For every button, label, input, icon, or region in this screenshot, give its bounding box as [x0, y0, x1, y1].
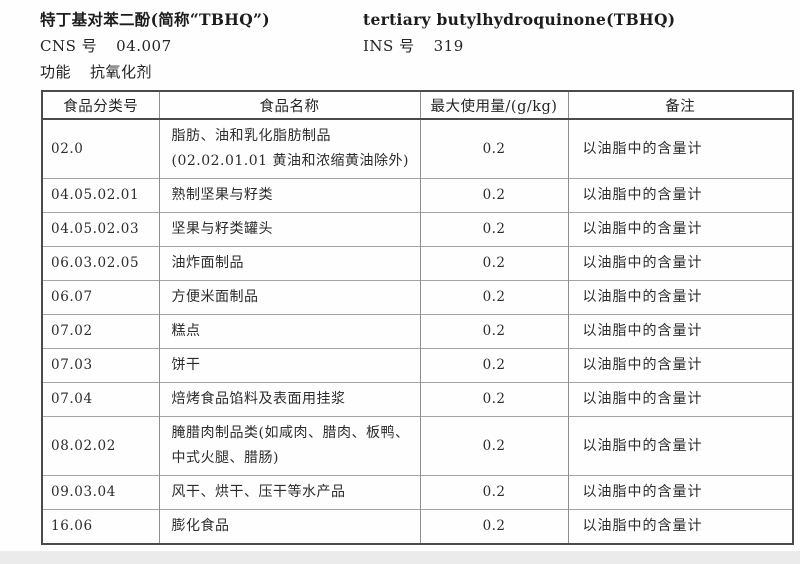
table-header: 食品分类号 食品名称 最大使用量/(g/kg) 备注	[41, 91, 793, 120]
cell-note: 以油脂中的含量计	[567, 382, 793, 417]
ins-value: 319	[433, 37, 464, 55]
col-header-max-usage: 最大使用量/(g/kg)	[419, 91, 568, 120]
table-row: 06.03.02.05 油炸面制品 0.2 以油脂中的含量计	[41, 246, 793, 281]
table-row: 02.0 脂肪、油和乳化脂肪制品(02.02.01.01 黄油和浓缩黄油除外) …	[41, 118, 793, 179]
cell-category: 07.04	[41, 382, 159, 417]
cell-category: 04.05.02.03	[41, 212, 159, 247]
table-row: 07.04 焙烤食品馅料及表面用挂浆 0.2 以油脂中的含量计	[41, 382, 793, 417]
cell-food-name: 焙烤食品馅料及表面用挂浆	[158, 382, 420, 417]
cell-food-name: 饼干	[158, 348, 420, 383]
table-row: 09.03.04 风干、烘干、压干等水产品 0.2 以油脂中的含量计	[41, 475, 793, 510]
cell-max-usage: 0.2	[419, 246, 568, 281]
cell-max-usage: 0.2	[419, 118, 568, 179]
cell-max-usage: 0.2	[419, 314, 568, 349]
ins-label: INS 号	[363, 37, 415, 55]
cell-category: 06.03.02.05	[41, 246, 159, 281]
cell-food-name: 腌腊肉制品类(如咸肉、腊肉、板鸭、中式火腿、腊肠)	[158, 416, 420, 476]
page-bottom-edge	[0, 551, 800, 564]
cell-note: 以油脂中的含量计	[567, 416, 793, 476]
cell-note: 以油脂中的含量计	[567, 348, 793, 383]
title-line: 特丁基对苯二酚(简称“TBHQ”) tertiary butylhydroqui…	[40, 7, 790, 33]
cell-note: 以油脂中的含量计	[567, 178, 793, 213]
page-title: 特丁基对苯二酚(简称“TBHQ”)	[40, 10, 270, 29]
cns-value: 04.007	[116, 37, 172, 55]
cell-food-name: 油炸面制品	[158, 246, 420, 281]
ins-entry: INS 号 319	[363, 33, 464, 59]
cell-category: 07.02	[41, 314, 159, 349]
cell-note: 以油脂中的含量计	[567, 246, 793, 281]
code-line: CNS 号 04.007 INS 号 319	[40, 33, 790, 59]
cell-max-usage: 0.2	[419, 475, 568, 510]
col-header-category: 食品分类号	[41, 91, 159, 120]
table-body: 02.0 脂肪、油和乳化脂肪制品(02.02.01.01 黄油和浓缩黄油除外) …	[41, 118, 793, 544]
cell-food-name: 膨化食品	[158, 509, 420, 544]
cell-max-usage: 0.2	[419, 280, 568, 315]
page-title-english: tertiary butylhydroquinone(TBHQ)	[363, 10, 676, 29]
cell-max-usage: 0.2	[419, 416, 568, 476]
cell-max-usage: 0.2	[419, 348, 568, 383]
cell-category: 07.03	[41, 348, 159, 383]
function-line: 功能 抗氧化剂	[40, 59, 790, 85]
cell-max-usage: 0.2	[419, 509, 568, 544]
col-header-food-name: 食品名称	[158, 91, 420, 120]
table-row: 16.06 膨化食品 0.2 以油脂中的含量计	[41, 509, 793, 544]
cns-label: CNS 号	[40, 37, 98, 55]
cell-category: 16.06	[41, 509, 159, 544]
col-header-note: 备注	[567, 91, 793, 120]
cell-food-name: 脂肪、油和乳化脂肪制品(02.02.01.01 黄油和浓缩黄油除外)	[158, 118, 420, 179]
cell-food-name: 糕点	[158, 314, 420, 349]
table-row: 08.02.02 腌腊肉制品类(如咸肉、腊肉、板鸭、中式火腿、腊肠) 0.2 以…	[41, 416, 793, 476]
header-row: 食品分类号 食品名称 最大使用量/(g/kg) 备注	[41, 91, 793, 120]
cell-food-name: 熟制坚果与籽类	[158, 178, 420, 213]
function-label: 功能	[40, 63, 72, 81]
cell-note: 以油脂中的含量计	[567, 509, 793, 544]
table-row: 07.03 饼干 0.2 以油脂中的含量计	[41, 348, 793, 383]
cell-category: 08.02.02	[41, 416, 159, 476]
table-row: 04.05.02.01 熟制坚果与籽类 0.2 以油脂中的含量计	[41, 178, 793, 213]
table-row: 07.02 糕点 0.2 以油脂中的含量计	[41, 314, 793, 349]
cell-category: 02.0	[41, 118, 159, 179]
cns-entry: CNS 号 04.007	[40, 33, 363, 59]
usage-table: 食品分类号 食品名称 最大使用量/(g/kg) 备注 02.0 脂肪、油和乳化脂…	[41, 90, 794, 545]
cell-category: 04.05.02.01	[41, 178, 159, 213]
document-header: 特丁基对苯二酚(简称“TBHQ”) tertiary butylhydroqui…	[40, 7, 790, 85]
cell-food-name: 风干、烘干、压干等水产品	[158, 475, 420, 510]
cell-max-usage: 0.2	[419, 382, 568, 417]
cell-note: 以油脂中的含量计	[567, 212, 793, 247]
cell-food-name: 坚果与籽类罐头	[158, 212, 420, 247]
table-row: 04.05.02.03 坚果与籽类罐头 0.2 以油脂中的含量计	[41, 212, 793, 247]
cell-note: 以油脂中的含量计	[567, 475, 793, 510]
cell-note: 以油脂中的含量计	[567, 314, 793, 349]
cell-food-name: 方便米面制品	[158, 280, 420, 315]
cell-note: 以油脂中的含量计	[567, 280, 793, 315]
function-value: 抗氧化剂	[90, 63, 153, 81]
cell-max-usage: 0.2	[419, 178, 568, 213]
cell-max-usage: 0.2	[419, 212, 568, 247]
cell-category: 06.07	[41, 280, 159, 315]
cell-note: 以油脂中的含量计	[567, 118, 793, 179]
table-row: 06.07 方便米面制品 0.2 以油脂中的含量计	[41, 280, 793, 315]
cell-category: 09.03.04	[41, 475, 159, 510]
